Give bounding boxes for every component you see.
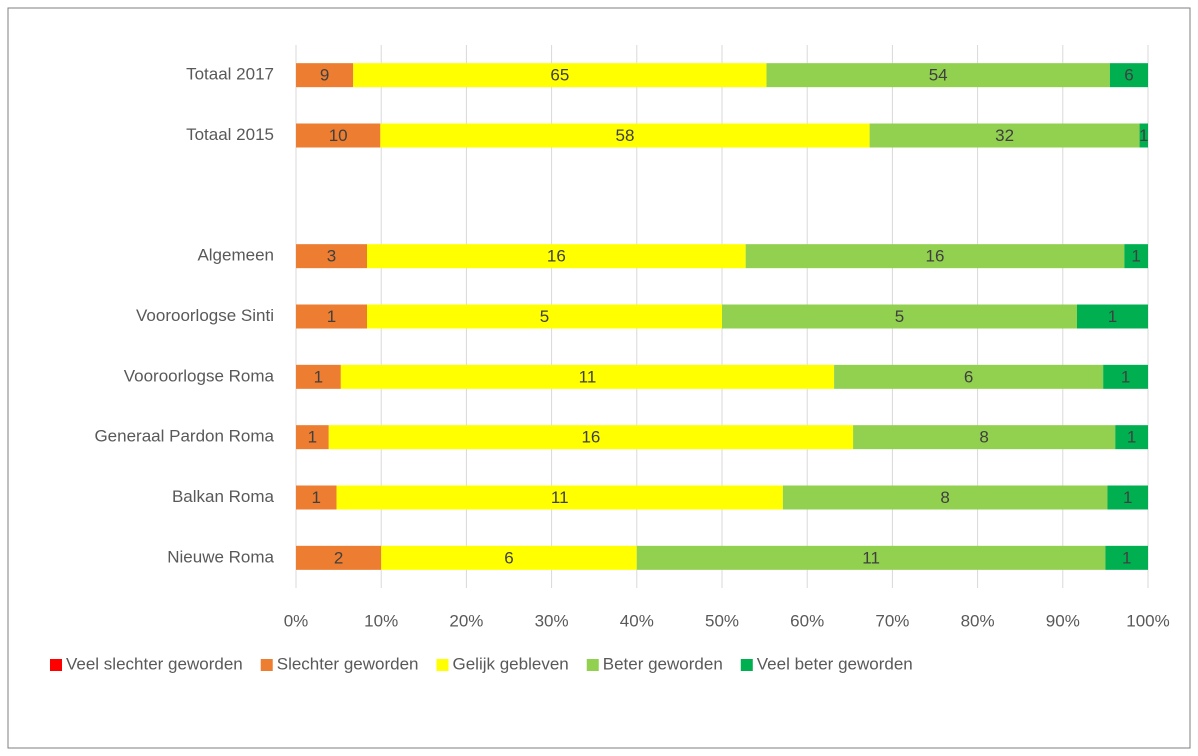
x-tick-label: 30% xyxy=(535,611,569,630)
data-label: 6 xyxy=(1124,66,1133,85)
bar-segment xyxy=(745,244,1125,269)
x-tick-label: 10% xyxy=(364,611,398,630)
legend-swatch xyxy=(436,659,449,671)
bar-segment xyxy=(1103,364,1148,389)
data-label: 9 xyxy=(320,66,329,85)
bar-segment xyxy=(380,123,870,148)
bar-segment xyxy=(381,545,637,570)
data-label: 1 xyxy=(1108,307,1117,326)
data-label: 1 xyxy=(314,367,323,386)
y-tick-label: Vooroorlogse Sinti xyxy=(136,306,274,325)
data-label: 65 xyxy=(550,66,569,85)
legend-label: Veel slechter geworden xyxy=(66,654,243,673)
data-label: 6 xyxy=(504,548,513,567)
data-label: 58 xyxy=(616,126,635,145)
y-tick-label: Algemeen xyxy=(197,246,274,265)
bar-segment xyxy=(1105,545,1148,570)
y-tick-label: Totaal 2017 xyxy=(186,65,274,84)
bar-segment xyxy=(296,304,367,329)
bar-segment xyxy=(1109,63,1148,88)
data-label: 1 xyxy=(1139,126,1148,145)
bar-segment xyxy=(782,485,1108,510)
y-tick-label: Balkan Roma xyxy=(172,487,275,506)
data-label: 32 xyxy=(995,126,1014,145)
data-label: 2 xyxy=(334,548,343,567)
bar-segment xyxy=(340,364,835,389)
data-label: 5 xyxy=(540,307,549,326)
data-label: 1 xyxy=(1121,367,1130,386)
x-tick-label: 80% xyxy=(961,611,995,630)
bar-segment xyxy=(367,244,746,269)
x-tick-label: 90% xyxy=(1046,611,1080,630)
x-tick-label: 100% xyxy=(1126,611,1169,630)
data-label: 6 xyxy=(964,367,973,386)
data-label: 3 xyxy=(327,247,336,266)
bar-segment xyxy=(367,304,722,329)
data-label: 8 xyxy=(940,488,949,507)
data-label: 16 xyxy=(547,247,566,266)
x-tick-label: 20% xyxy=(449,611,483,630)
x-tick-label: 0% xyxy=(284,611,309,630)
data-label: 1 xyxy=(312,488,321,507)
bar-segment xyxy=(296,545,382,570)
bar-segment xyxy=(722,304,1077,329)
data-label: 1 xyxy=(1127,428,1136,447)
bar-segment xyxy=(328,425,854,450)
bar-segment xyxy=(853,425,1116,450)
legend-label: Slechter geworden xyxy=(277,654,419,673)
y-tick-label: Nieuwe Roma xyxy=(167,547,274,566)
legend-label: Beter geworden xyxy=(603,654,723,673)
bar-segment xyxy=(636,545,1106,570)
bar-segment xyxy=(296,364,341,389)
data-label: 11 xyxy=(579,367,597,386)
data-label: 1 xyxy=(1122,548,1131,567)
data-label: 5 xyxy=(895,307,904,326)
bar-segment xyxy=(1107,485,1148,510)
data-label: 1 xyxy=(308,428,317,447)
bar-segment xyxy=(353,63,767,88)
data-label: 8 xyxy=(979,428,988,447)
y-tick-label: Totaal 2015 xyxy=(186,125,274,144)
bar-segment xyxy=(1077,304,1148,329)
x-tick-label: 60% xyxy=(790,611,824,630)
legend-swatch xyxy=(50,659,62,671)
x-tick-label: 70% xyxy=(875,611,909,630)
bar-segment xyxy=(296,123,381,148)
x-tick-label: 40% xyxy=(620,611,654,630)
data-label: 11 xyxy=(551,488,569,507)
bar-segment xyxy=(834,364,1104,389)
data-label: 1 xyxy=(1131,247,1140,266)
y-tick-label: Vooroorlogse Roma xyxy=(124,366,275,385)
bar-segment xyxy=(1115,425,1148,450)
legend-label: Gelijk gebleven xyxy=(453,654,569,673)
bar-segment xyxy=(766,63,1110,88)
legend-swatch xyxy=(260,659,273,671)
bar-segment xyxy=(296,63,354,88)
data-label: 54 xyxy=(929,66,948,85)
bar-segment xyxy=(296,425,329,450)
bar-segment xyxy=(1124,244,1148,269)
data-label: 16 xyxy=(581,428,600,447)
x-tick-label: 50% xyxy=(705,611,739,630)
data-label: 1 xyxy=(1123,488,1132,507)
legend-swatch xyxy=(586,659,599,671)
legend-swatch xyxy=(740,659,753,671)
bar-segment xyxy=(296,485,337,510)
data-label: 10 xyxy=(329,126,348,145)
bar-segment xyxy=(1139,123,1148,148)
y-tick-label: Generaal Pardon Roma xyxy=(94,427,274,446)
bar-segment xyxy=(869,123,1140,148)
data-label: 1 xyxy=(327,307,336,326)
data-label: 16 xyxy=(926,247,945,266)
bar-segment xyxy=(336,485,783,510)
legend-label: Veel beter geworden xyxy=(757,654,913,673)
bar-segment xyxy=(296,244,367,269)
data-label: 11 xyxy=(862,548,880,567)
